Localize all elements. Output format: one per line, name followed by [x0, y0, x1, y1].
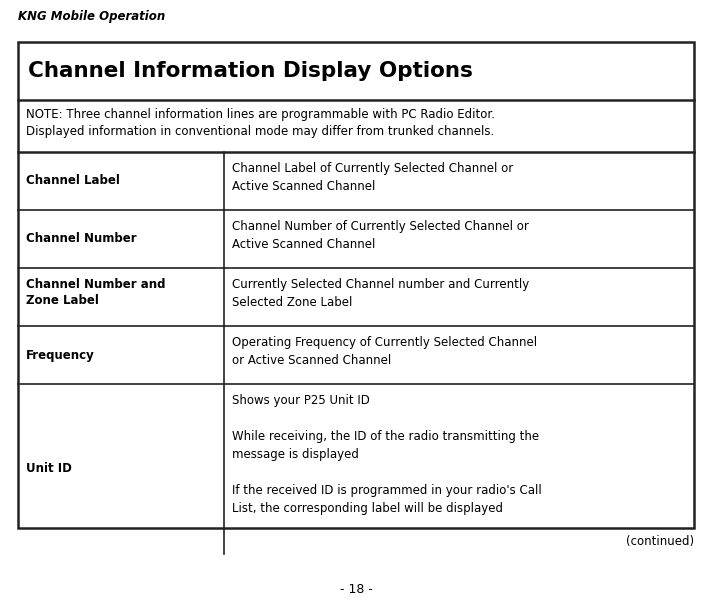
Text: Channel Label of Currently Selected Channel or
Active Scanned Channel: Channel Label of Currently Selected Chan…: [232, 162, 513, 193]
Text: Operating Frequency of Currently Selected Channel
or Active Scanned Channel: Operating Frequency of Currently Selecte…: [232, 336, 538, 367]
Text: (continued): (continued): [626, 535, 694, 548]
Text: Channel Information Display Options: Channel Information Display Options: [28, 61, 473, 81]
Text: NOTE: Three channel information lines are programmable with PC Radio Editor.
Dis: NOTE: Three channel information lines ar…: [26, 108, 495, 139]
Text: Shows your P25 Unit ID

While receiving, the ID of the radio transmitting the
me: Shows your P25 Unit ID While receiving, …: [232, 394, 542, 515]
Text: Channel Label: Channel Label: [26, 174, 120, 188]
Text: KNG Mobile Operation: KNG Mobile Operation: [18, 10, 165, 23]
Text: Unit ID: Unit ID: [26, 462, 72, 476]
Text: Frequency: Frequency: [26, 348, 95, 362]
Text: Channel Number of Currently Selected Channel or
Active Scanned Channel: Channel Number of Currently Selected Cha…: [232, 220, 529, 251]
Text: - 18 -: - 18 -: [340, 583, 372, 596]
Text: Currently Selected Channel number and Currently
Selected Zone Label: Currently Selected Channel number and Cu…: [232, 278, 530, 309]
Bar: [18, 42, 694, 528]
Text: Channel Number and
Zone Label: Channel Number and Zone Label: [26, 278, 165, 307]
Text: Channel Number: Channel Number: [26, 232, 137, 246]
